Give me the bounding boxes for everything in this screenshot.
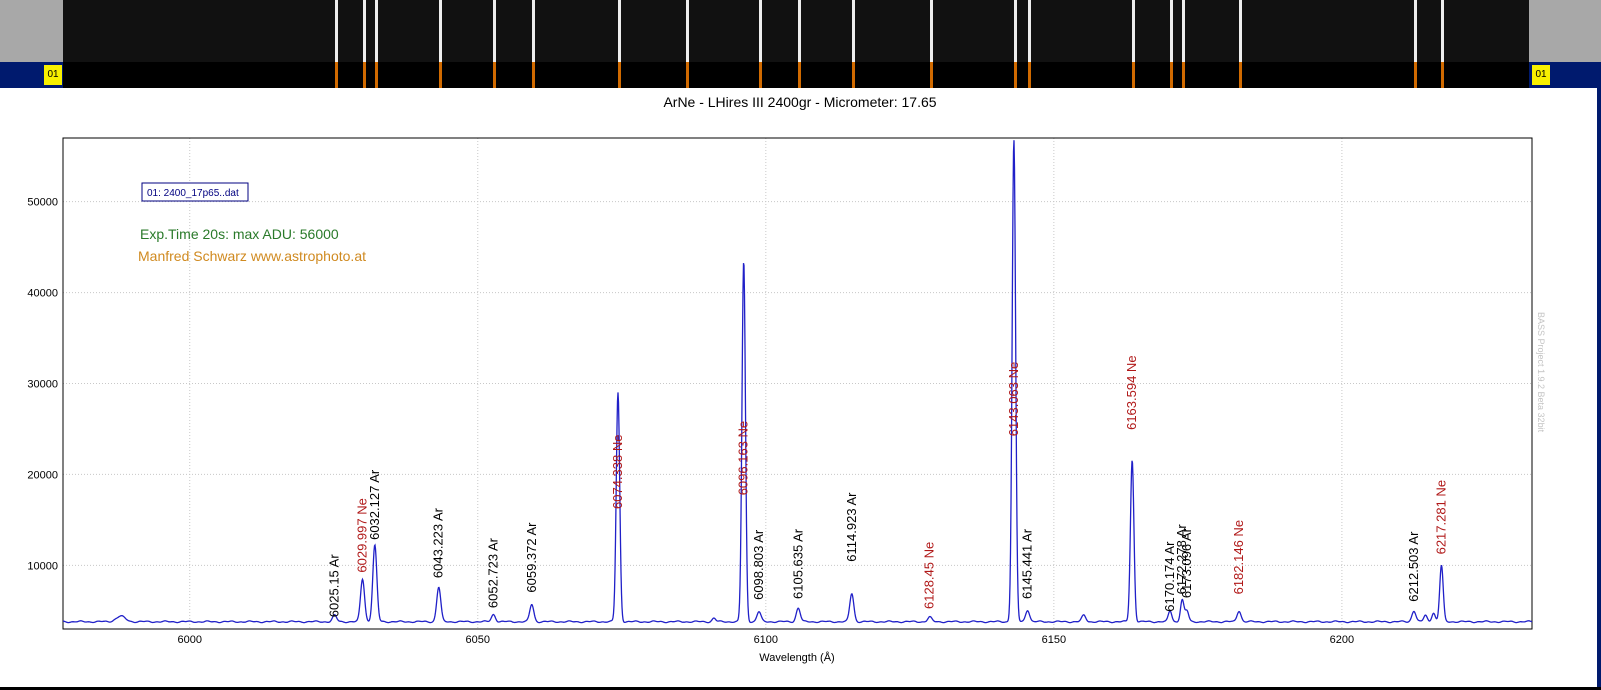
profile-bar: 01 01 xyxy=(0,62,1601,88)
legend-box[interactable] xyxy=(141,182,249,202)
x-axis-ticks: 6000 6050 6100 6150 6200 xyxy=(177,634,1354,646)
strip-emission-line xyxy=(1239,0,1243,62)
x-tick-label: 6000 xyxy=(177,634,201,646)
legend-entry: 01: 2400_17p65..dat xyxy=(147,188,239,199)
strip-emission-line xyxy=(493,0,497,62)
x-tick-label: 6050 xyxy=(466,634,490,646)
line-label: 6105.635 Ar xyxy=(790,528,805,599)
strip-emission-line xyxy=(362,0,366,62)
profile-tick xyxy=(1027,62,1031,88)
y-tick-label: 10000 xyxy=(27,560,58,572)
line-label: 6096.163 Ne xyxy=(736,421,751,495)
y-tick-label: 20000 xyxy=(27,469,58,481)
x-tick-label: 6150 xyxy=(1042,634,1066,646)
line-label: 6212.503 Ar xyxy=(1406,531,1421,602)
strip-emission-line xyxy=(374,0,378,62)
spectrum-strip-image xyxy=(63,0,1529,62)
profile-tick xyxy=(1413,62,1417,88)
line-label: 6025.15 Ar xyxy=(327,554,342,618)
spectrum-chart: ArNe - LHires III 2400gr - Micrometer: 1… xyxy=(27,94,1546,664)
profile-tick xyxy=(758,62,762,88)
strip-emission-line xyxy=(1027,0,1031,62)
profile-tick xyxy=(493,62,497,88)
x-tick-label: 6100 xyxy=(754,634,778,646)
profile-tick xyxy=(374,62,378,88)
profile-tick xyxy=(531,62,535,88)
strip-emission-line xyxy=(686,0,690,62)
line-label: 6143.063 Ne xyxy=(1006,362,1021,436)
line-label: 6074.338 Ne xyxy=(610,435,625,509)
line-label: 6170.174 Ar xyxy=(1162,541,1177,612)
left-spectrum-badge[interactable]: 01 xyxy=(44,65,62,85)
x-tick-label: 6200 xyxy=(1330,634,1354,646)
strip-emission-line xyxy=(334,0,338,62)
window-bottom-border xyxy=(0,687,1601,690)
author-annotation: Manfred Schwarz www.astrophoto.at xyxy=(138,248,366,264)
profile-tick xyxy=(334,62,338,88)
right-spectrum-badge[interactable]: 01 xyxy=(1532,65,1550,85)
profile-tick xyxy=(617,62,621,88)
profile-tick xyxy=(929,62,933,88)
software-watermark: BASS Project 1.9.2 Beta 32bit xyxy=(1536,312,1546,433)
line-label: 6145.441 Ar xyxy=(1020,528,1035,599)
line-label: 6059.372 Ar xyxy=(524,522,539,593)
line-label: 6052.723 Ar xyxy=(486,537,501,608)
exposure-annotation: Exp.Time 20s: max ADU: 56000 xyxy=(140,226,339,242)
line-label: 6098.803 Ar xyxy=(751,529,766,600)
window-right-border xyxy=(1597,88,1601,690)
profile-tick xyxy=(686,62,690,88)
strip-emission-line xyxy=(617,0,621,62)
y-tick-label: 30000 xyxy=(27,379,58,391)
strip-emission-line xyxy=(1413,0,1417,62)
line-label: 6029.997 Ne xyxy=(355,498,370,572)
profile-tick xyxy=(1132,62,1136,88)
line-label: 6172.278 Ar xyxy=(1174,524,1189,595)
profile-tick xyxy=(1441,62,1445,88)
line-label: 6173.096 Ar xyxy=(1179,527,1194,598)
line-label: 6114.923 Ar xyxy=(844,492,859,562)
profile-tick xyxy=(1013,62,1017,88)
strip-emission-line xyxy=(1132,0,1136,62)
strip-emission-line xyxy=(1013,0,1017,62)
strip-emission-line xyxy=(798,0,802,62)
x-axis-label: Wavelength (Å) xyxy=(759,651,834,664)
line-label: 6043.223 Ar xyxy=(431,507,446,578)
y-axis-ticks: 10000 20000 30000 40000 50000 xyxy=(27,197,58,573)
profile-tick xyxy=(1239,62,1243,88)
profile-tick xyxy=(851,62,855,88)
line-label: 6217.281 Ne xyxy=(1433,480,1448,554)
line-label: 6128.45 Ne xyxy=(922,542,937,609)
profile-tick xyxy=(1182,62,1186,88)
y-tick-label: 40000 xyxy=(27,288,58,300)
plot-frame xyxy=(62,137,1533,630)
strip-emission-line xyxy=(758,0,762,62)
profile-tick xyxy=(362,62,366,88)
spectrum-series-line xyxy=(63,140,1533,624)
profile-tick xyxy=(1170,62,1174,88)
strip-emission-line xyxy=(531,0,535,62)
strip-emission-line xyxy=(1182,0,1186,62)
strip-emission-line xyxy=(1441,0,1445,62)
profile-tick xyxy=(438,62,442,88)
line-label: 6032.127 Ar xyxy=(367,469,382,540)
profile-bar-image xyxy=(63,62,1529,88)
profile-tick xyxy=(798,62,802,88)
y-tick-label: 50000 xyxy=(27,197,58,209)
strip-emission-line xyxy=(851,0,855,62)
strip-emission-line xyxy=(438,0,442,62)
spectrum-strip xyxy=(0,0,1601,62)
strip-emission-line xyxy=(929,0,933,62)
chart-grid xyxy=(63,138,1532,629)
line-label: 6163.594 Ne xyxy=(1124,355,1139,429)
chart-title: ArNe - LHires III 2400gr - Micrometer: 1… xyxy=(663,94,936,110)
line-label: 6182.146 Ne xyxy=(1231,520,1246,594)
strip-emission-line xyxy=(1170,0,1174,62)
